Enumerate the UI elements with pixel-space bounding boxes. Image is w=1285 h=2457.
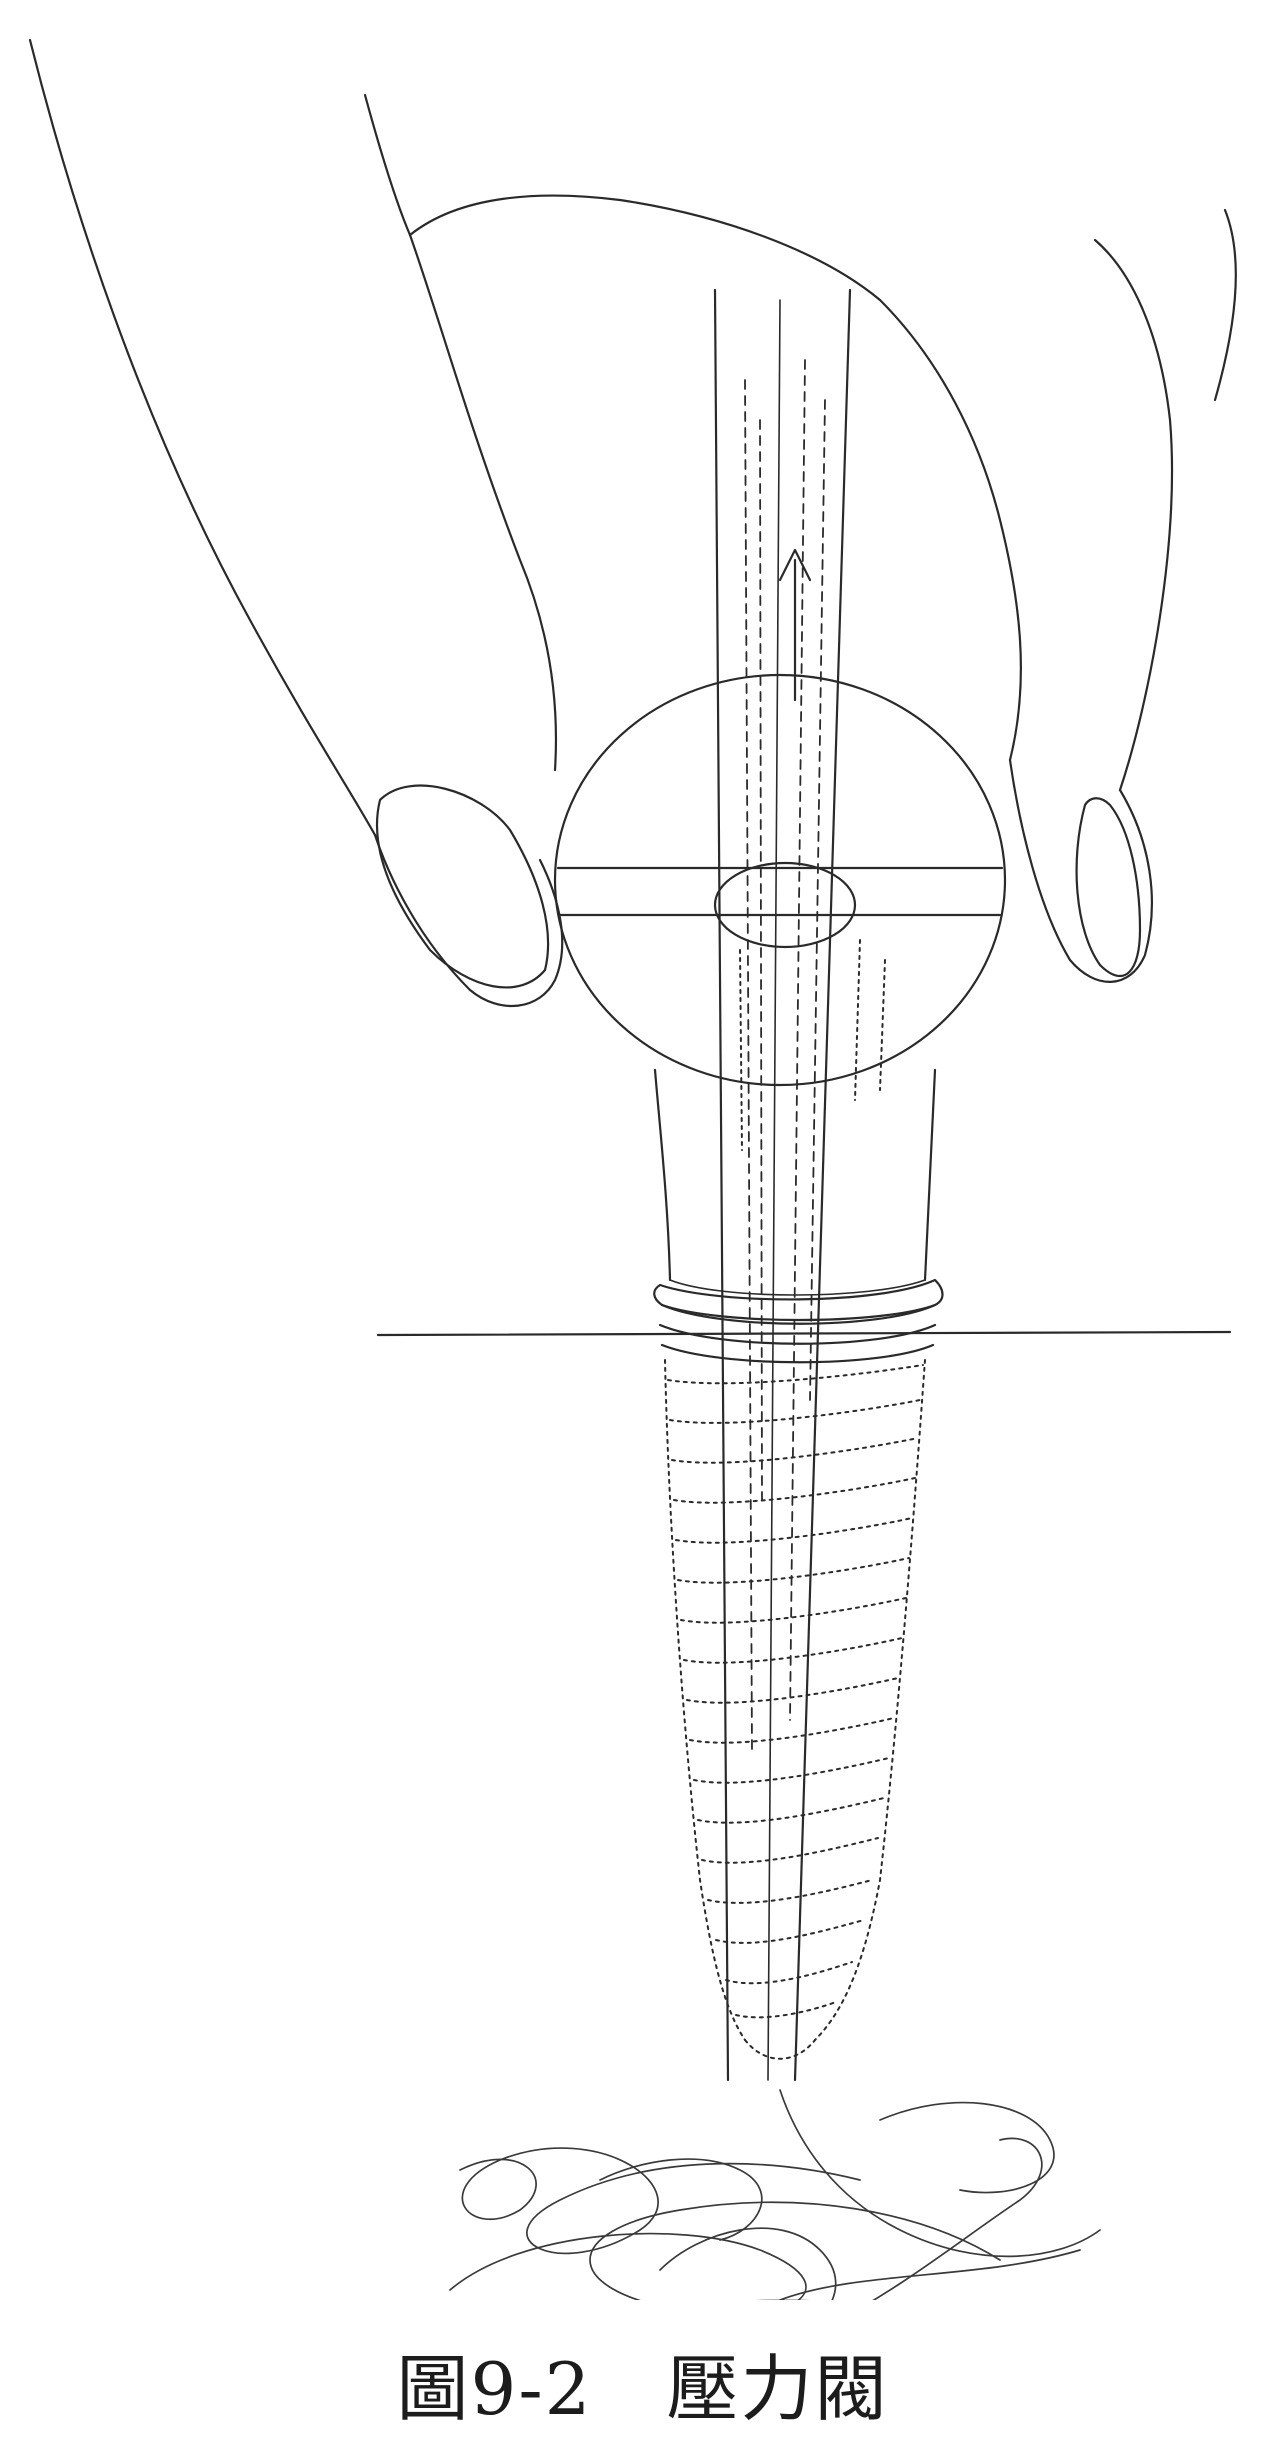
hand-outline-far-right bbox=[1213, 208, 1237, 402]
flow-arrow-head-icon bbox=[778, 548, 812, 582]
hand-knuckle-line bbox=[363, 93, 558, 772]
needle-inner-line-2 bbox=[789, 359, 806, 1721]
right-fingertip bbox=[1008, 758, 1153, 983]
needle-shaft-center-line bbox=[767, 299, 781, 2081]
needle-shaft-left-edge bbox=[713, 288, 730, 2082]
hand-back-ridge bbox=[408, 194, 1022, 762]
hand-outline-right bbox=[1093, 238, 1174, 792]
collar-ring-2 bbox=[660, 1303, 937, 1325]
valve-sphere bbox=[553, 673, 1007, 1087]
screw-body-left-edge bbox=[664, 1359, 746, 2041]
screw-thread-ridges bbox=[667, 1364, 924, 2019]
right-fingernail-icon bbox=[1075, 797, 1142, 978]
left-fingernail-icon bbox=[376, 784, 550, 989]
valve-neck bbox=[653, 1068, 937, 1282]
collar-ring-4 bbox=[660, 1343, 935, 1364]
valve-internal-dots-3 bbox=[879, 959, 886, 1091]
skin-surface-line bbox=[376, 1330, 1232, 1337]
pressure-valve-illustration bbox=[28, 38, 1237, 2300]
valve-internal-dots-2 bbox=[854, 939, 861, 1101]
needle-inner-line-3 bbox=[809, 399, 826, 1401]
hand-outline-left bbox=[28, 38, 377, 837]
valve-center-port bbox=[713, 861, 857, 949]
needle-shaft-right-edge bbox=[793, 288, 852, 2082]
figure-caption: 圖9-2 壓力閥 bbox=[396, 2347, 889, 2431]
tissue-fibers-scribble bbox=[449, 2089, 1101, 2300]
screw-body-right-edge bbox=[814, 1359, 926, 2041]
needle-inner-line-4 bbox=[759, 419, 763, 1501]
needle-inner-line-1 bbox=[744, 379, 753, 1751]
valve-neck-bottom bbox=[669, 1279, 926, 1296]
screw-body-tip bbox=[744, 2039, 816, 2060]
valve-internal-dots-1 bbox=[739, 949, 743, 1151]
